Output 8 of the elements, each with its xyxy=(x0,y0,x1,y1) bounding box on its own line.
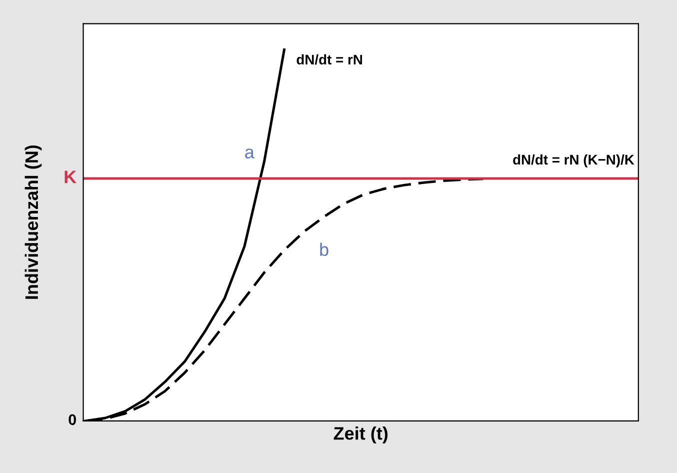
annotation: dN/dt = rN (K−N)/K xyxy=(513,154,634,168)
y-axis-title: Individuenzahl (N) xyxy=(24,145,42,299)
text: 0 xyxy=(68,414,76,426)
ref-line-label: K xyxy=(64,170,76,184)
series-label: b xyxy=(320,242,328,256)
annotation: dN/dt = rN xyxy=(296,54,362,65)
series-label: a xyxy=(245,148,254,158)
x-axis-title: Zeit (t) xyxy=(334,426,388,444)
